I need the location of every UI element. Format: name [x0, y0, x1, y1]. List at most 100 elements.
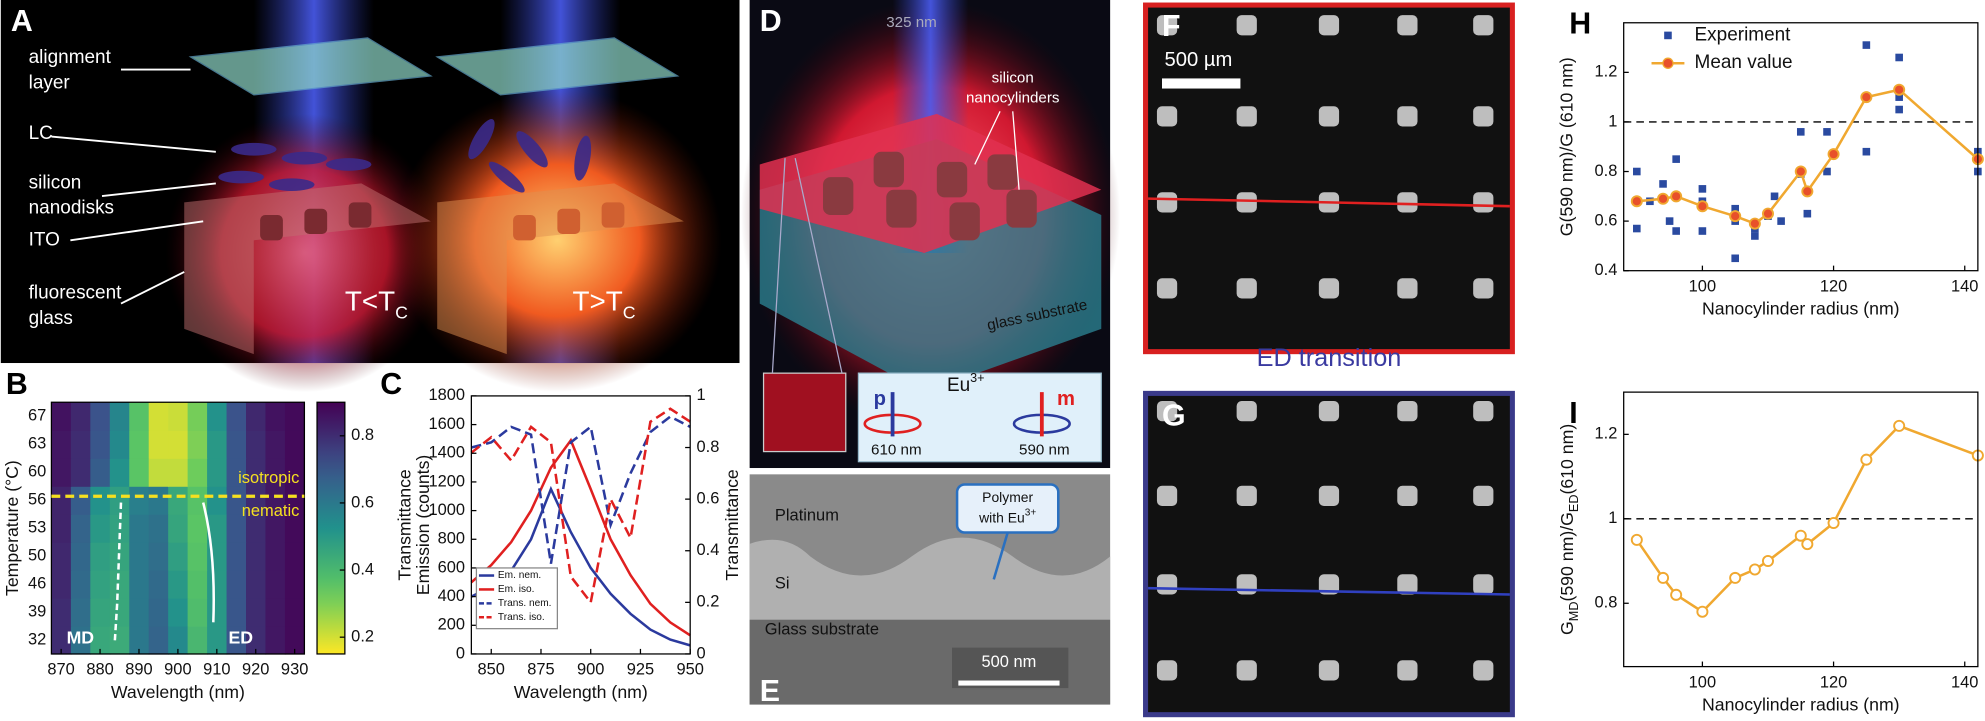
heatmap-cell: [148, 514, 169, 543]
y-tick-label: 39: [28, 602, 46, 620]
label: Glass substrate: [765, 620, 879, 638]
state-text: T>T: [573, 286, 623, 317]
y-axis-label: Transmittance: [722, 469, 742, 581]
heatmap-cell: [226, 402, 247, 431]
heatmap-cell: [246, 625, 267, 655]
heatmap-cell: [187, 402, 208, 431]
dot: [1236, 192, 1257, 213]
panel-letter: D: [760, 5, 782, 38]
x-tick-label: 880: [86, 661, 113, 679]
scatter-point: [1672, 227, 1680, 235]
heatmap-cell: [129, 402, 150, 431]
series-marker: [1827, 517, 1840, 530]
dot: [1236, 278, 1257, 299]
profile-line: [1148, 586, 1510, 596]
panel-letter: E: [760, 675, 780, 708]
heatmap-cell: [148, 402, 169, 431]
heatmap-cell: [129, 625, 150, 655]
y-axis-label: Transmittance: [394, 469, 414, 581]
series-marker: [1657, 192, 1670, 205]
dot: [1156, 400, 1178, 422]
series-marker: [1860, 91, 1873, 104]
label: Si: [775, 575, 790, 593]
dot: [1156, 660, 1178, 681]
series-marker: [1748, 217, 1761, 230]
y-tick-label: 1400: [428, 444, 465, 462]
zoom-lines: [771, 157, 843, 374]
scale-label: 500 nm: [982, 653, 1037, 671]
scatter-point: [1731, 204, 1739, 213]
heatmap-cell: [284, 430, 306, 459]
heatmap-cell: [51, 430, 72, 459]
series-marker: [1801, 538, 1814, 551]
wavelength: 610 nm: [871, 441, 922, 458]
heatmap-cell: [226, 625, 247, 655]
label: fluorescent: [29, 282, 123, 303]
series-marker: [1630, 195, 1643, 208]
annotation: ED: [228, 627, 253, 647]
series-marker: [1670, 190, 1683, 203]
colorbar-tick-label: 0.4: [351, 560, 374, 578]
inset-texture: [762, 372, 847, 453]
si-layer: [749, 537, 1111, 620]
legend-label: Em. iso.: [498, 584, 535, 595]
panel-letter: H: [1569, 7, 1591, 40]
heatmap-cell: [246, 486, 267, 515]
wavelength: 590 nm: [1019, 441, 1070, 458]
series-marker: [1761, 207, 1774, 220]
dot: [1156, 278, 1178, 299]
heatmap-cell: [187, 486, 208, 515]
heatmap-cell: [187, 430, 208, 459]
heatmap-cell: [168, 570, 189, 599]
x-tick-label: 900: [577, 661, 604, 679]
y-axis-label: Temperature (°C): [2, 460, 22, 596]
series-line: [471, 415, 691, 564]
heatmap-cell: [265, 625, 286, 655]
heatmap-cell: [148, 486, 169, 515]
heatmap-cell: [90, 430, 111, 459]
heatmap-cell: [109, 570, 130, 599]
heatmap-cell: [284, 402, 306, 431]
scatter-point: [1698, 227, 1707, 235]
dot: [1397, 400, 1418, 422]
dot: [1236, 15, 1257, 36]
y-tick-label: 46: [28, 574, 46, 592]
heatmap-cell: [148, 625, 169, 655]
heatmap-cell: [90, 458, 111, 487]
y-tick-label: 56: [28, 490, 46, 508]
series-marker: [1761, 555, 1774, 568]
heatmap-cell: [109, 598, 130, 627]
dot: [1318, 278, 1340, 299]
heatmap-cell: [187, 514, 208, 543]
y-axis-label-part: MD: [1567, 602, 1581, 622]
scatter-point: [1665, 217, 1674, 225]
dot: [1318, 485, 1340, 506]
scatter-point: [1823, 128, 1831, 136]
scatter-point: [1823, 167, 1831, 176]
dot: [1473, 485, 1494, 506]
heatmap-cell: [284, 625, 306, 655]
legend-marker: [1662, 57, 1674, 69]
dot: [1473, 106, 1494, 127]
heatmap-cell: [51, 514, 72, 543]
panel-d: p m Eu3+ 610 nm 590 nm 325 nm silicon na…: [740, 0, 1121, 469]
series-marker: [1893, 419, 1906, 432]
heatmap-cell: [187, 625, 208, 655]
profile-line: [1148, 197, 1510, 208]
heatmap-cell: [129, 598, 150, 627]
heatmap-cell: [90, 542, 111, 571]
x-axis-label: Nanocylinder radius (nm): [1702, 694, 1900, 714]
heatmap-cell: [70, 570, 91, 599]
dot: [1473, 278, 1494, 299]
heatmap-cell: [70, 514, 91, 543]
plate: [188, 37, 433, 96]
scatter-point: [1698, 185, 1707, 193]
heatmap-cell: [246, 542, 267, 571]
dot: [1318, 400, 1340, 422]
heatmap-cell: [207, 402, 228, 431]
heatmap-cell: [148, 570, 169, 599]
ion: Eu3+: [947, 371, 985, 396]
heatmap-cell: [187, 598, 208, 627]
x-axis-label: Nanocylinder radius (nm): [1702, 299, 1900, 319]
